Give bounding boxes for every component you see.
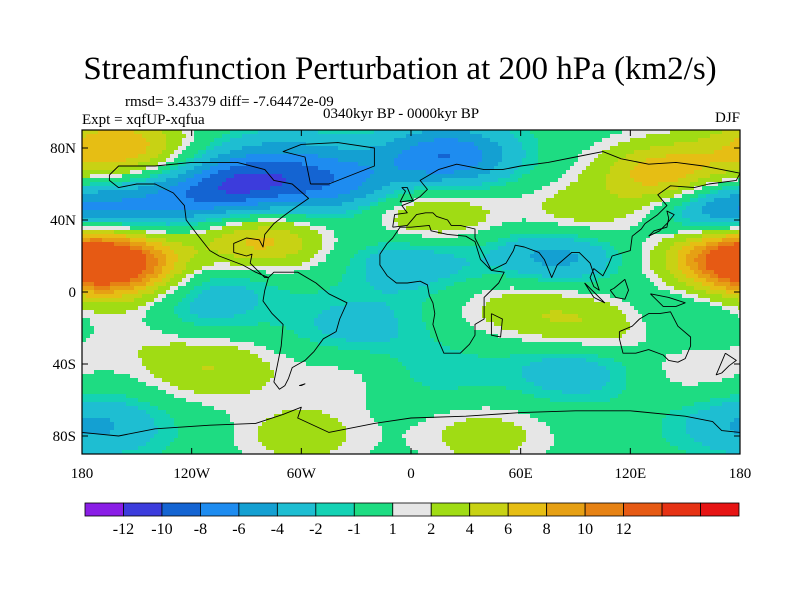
colorbar-label: 2 bbox=[427, 521, 435, 538]
coastline-path bbox=[392, 151, 740, 291]
colorbar-swatch bbox=[546, 502, 586, 517]
colorbar-label: -8 bbox=[194, 521, 207, 538]
x-tick-label: 180 bbox=[729, 466, 752, 482]
coastline-path bbox=[648, 210, 675, 237]
coastline-path bbox=[618, 311, 692, 363]
colorbar-swatch bbox=[430, 502, 471, 517]
colorbar-swatch bbox=[161, 502, 201, 517]
contour-field bbox=[82, 130, 740, 454]
colorbar-label: 8 bbox=[543, 521, 551, 538]
coastline-path bbox=[299, 383, 306, 387]
colorbar-swatch bbox=[661, 502, 701, 517]
colorbar-label: -1 bbox=[348, 521, 361, 538]
x-tick-label: 60W bbox=[287, 466, 317, 482]
coastline-path bbox=[490, 313, 503, 338]
colorbar-label: 1 bbox=[389, 521, 397, 538]
y-tick-label: 80S bbox=[53, 429, 76, 445]
colorbar-label: -10 bbox=[151, 521, 172, 538]
colorbar-label: 6 bbox=[504, 521, 512, 538]
colorbar-label: -2 bbox=[309, 521, 322, 538]
colorbar-swatch bbox=[315, 502, 355, 517]
x-tick-label: 0 bbox=[407, 466, 415, 482]
colorbar-label: 12 bbox=[616, 521, 632, 538]
colorbar-swatch bbox=[700, 502, 740, 517]
colorbar-label: 4 bbox=[466, 521, 474, 538]
colorbar-swatch bbox=[469, 502, 509, 517]
rmsd-diff-stats: rmsd= 3.43379 diff= -7.64472e-09 bbox=[125, 94, 334, 110]
colorbar-swatch bbox=[392, 502, 432, 517]
colorbar-label: -12 bbox=[113, 521, 134, 538]
colorbar-swatch bbox=[353, 502, 394, 517]
axes: 180 120W 60W 0 60E 120E 180 80N 40N 0 40S 80S bbox=[50, 130, 751, 482]
colorbar: -12 -10 -8 -6 -4 -2 -1 1 2 4 6 8 10 12 bbox=[84, 502, 740, 538]
season-label: DJF bbox=[714, 110, 740, 126]
coastline-path bbox=[609, 278, 629, 300]
colorbar-swatch bbox=[123, 502, 163, 517]
coastline-path bbox=[108, 161, 310, 279]
coastline-path bbox=[399, 187, 414, 203]
coastline-path bbox=[650, 293, 686, 307]
x-tick-label: 120E bbox=[614, 466, 646, 482]
colorbar-label: 10 bbox=[577, 521, 593, 538]
y-tick-label: 40S bbox=[53, 357, 76, 373]
colorbar-label: -4 bbox=[271, 521, 284, 538]
y-tick-label: 40N bbox=[50, 213, 76, 229]
colorbar-swatch bbox=[507, 502, 548, 517]
colorbar-swatch bbox=[276, 502, 317, 517]
coastline-path bbox=[715, 352, 737, 376]
colorbar-swatch bbox=[623, 502, 663, 517]
x-tick-label: 120W bbox=[173, 466, 211, 482]
chart-title: Streamfunction Perturbation at 200 hPa (… bbox=[83, 51, 717, 87]
x-tick-label: 60E bbox=[509, 466, 533, 482]
experiment-label: Expt = xqfUP-xqfua bbox=[82, 112, 205, 128]
coastline-path bbox=[262, 271, 348, 390]
coastlines bbox=[82, 142, 740, 437]
x-tick-label: 180 bbox=[71, 466, 94, 482]
y-tick-label: 80N bbox=[50, 141, 76, 157]
coastline-path bbox=[379, 224, 505, 354]
coastline-path bbox=[282, 142, 375, 185]
time-period-label: 0340kyr BP - 0000kyr BP bbox=[323, 106, 480, 122]
colorbar-swatch bbox=[584, 502, 624, 517]
coastline-path bbox=[584, 282, 606, 304]
y-tick-label: 0 bbox=[69, 285, 77, 301]
colorbar-label: -6 bbox=[232, 521, 245, 538]
colorbar-swatch bbox=[200, 502, 240, 517]
colorbar-swatch bbox=[238, 502, 278, 517]
colorbar-swatch bbox=[84, 502, 124, 517]
coastline-path bbox=[82, 406, 740, 437]
